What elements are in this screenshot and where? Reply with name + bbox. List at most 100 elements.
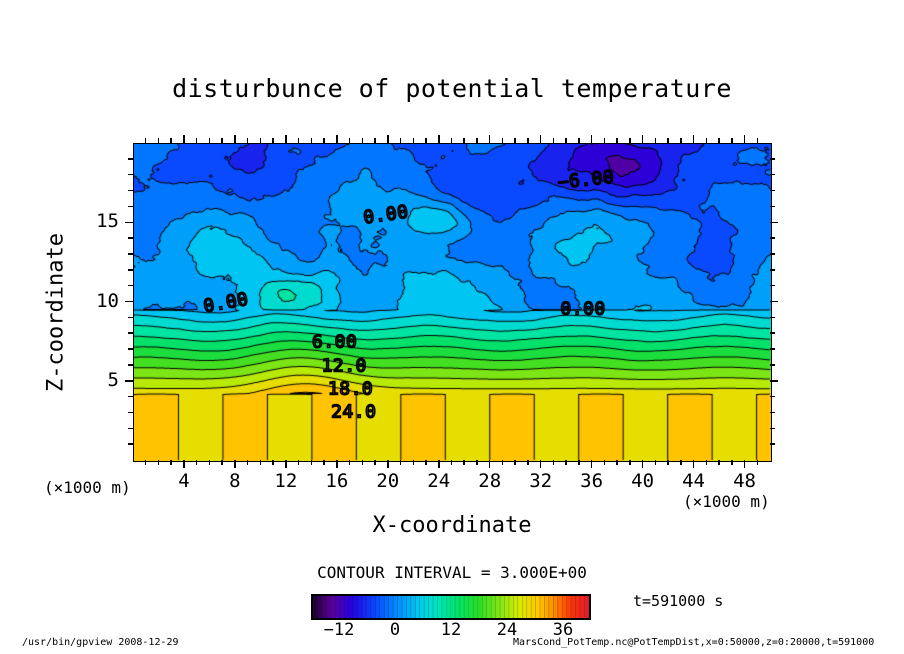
- x-axis-tick-label: 24: [427, 470, 451, 492]
- x-axis-tick: [578, 460, 580, 465]
- x-axis-tick-label: 32: [529, 470, 553, 492]
- x-axis-tick: [552, 460, 555, 465]
- x-axis-tick: [157, 460, 160, 465]
- x-axis-tick: [514, 138, 516, 143]
- x-axis-tick: [310, 138, 313, 143]
- x-axis-tick: [259, 138, 262, 143]
- x-axis-tick: [731, 460, 733, 465]
- time-label: t=591000 s: [633, 592, 724, 610]
- y-axis-tick: [125, 221, 133, 223]
- x-axis-tick: [539, 135, 542, 143]
- x-axis-tick: [438, 135, 440, 143]
- y-axis-tick: [128, 253, 133, 255]
- y-axis-tick: [770, 269, 775, 271]
- y-axis-tick: [128, 395, 133, 398]
- x-axis-tick: [578, 138, 580, 143]
- x-axis-tick: [718, 460, 720, 465]
- x-axis-tick: [336, 460, 338, 468]
- x-axis-tick: [590, 135, 593, 143]
- x-axis-tick: [590, 460, 593, 468]
- y-axis-tick: [128, 427, 133, 430]
- y-axis-tick: [770, 158, 775, 160]
- x-axis-tick: [323, 138, 325, 143]
- x-axis-tick: [361, 138, 364, 143]
- x-axis-tick: [246, 460, 249, 465]
- y-axis-tick: [770, 316, 775, 319]
- x-axis-tick: [501, 460, 504, 465]
- x-axis-tick: [144, 460, 147, 465]
- x-axis-tick: [654, 460, 657, 465]
- y-axis-tick-label: 5: [107, 368, 119, 391]
- x-axis-tick: [488, 135, 491, 143]
- x-axis-tick-label: 40: [631, 470, 655, 492]
- x-axis-tick: [183, 460, 185, 468]
- y-axis-tick: [770, 364, 775, 366]
- x-axis-tick: [514, 460, 516, 465]
- y-axis-tick: [128, 284, 133, 287]
- y-axis-tick: [128, 173, 133, 176]
- x-axis-tick: [667, 460, 669, 465]
- contour-field-canvas: [134, 144, 771, 461]
- x-axis-tick: [450, 138, 453, 143]
- x-axis-tick-label: 12: [274, 470, 298, 492]
- colorbar-tick-label: 12: [440, 620, 462, 640]
- x-axis-tick: [425, 138, 427, 143]
- x-axis-tick: [387, 460, 389, 468]
- y-axis-tick: [128, 316, 133, 319]
- x-axis-tick: [195, 138, 198, 143]
- contour-plot-panel: −6.00 0.00 0.00 0.00 6.00 12.0 18.0 24.0: [133, 143, 772, 462]
- footer-command: /usr/bin/gpview 2008-12-29: [22, 637, 179, 648]
- x-axis-tick: [552, 138, 555, 143]
- x-axis-tick: [501, 138, 504, 143]
- x-axis-tick: [539, 460, 542, 468]
- x-axis-tick: [718, 138, 720, 143]
- x-axis-tick-label: 44: [682, 470, 705, 492]
- colorbar-tick-label: 24: [496, 620, 518, 640]
- y-axis-tick: [128, 158, 133, 160]
- x-axis-tick-label: 16: [325, 470, 349, 492]
- x-axis-tick: [208, 460, 211, 465]
- x-axis-tick: [259, 460, 262, 465]
- contour-label: 18.0: [327, 377, 374, 400]
- x-axis-tick: [565, 460, 567, 465]
- x-axis-unit-left: (×1000 m): [44, 478, 131, 497]
- y-axis-tick: [770, 237, 775, 239]
- x-axis-tick: [731, 138, 733, 143]
- colorbar-tick-label: −12: [323, 620, 355, 640]
- x-axis-tick: [348, 460, 351, 465]
- x-axis-tick: [476, 138, 478, 143]
- y-axis-tick: [770, 380, 778, 382]
- x-axis-tick: [616, 460, 618, 465]
- x-axis-tick: [705, 460, 708, 465]
- y-axis-tick: [770, 411, 775, 414]
- y-axis-tick: [770, 395, 775, 398]
- x-axis-tick: [208, 138, 211, 143]
- y-axis-tick: [770, 443, 775, 445]
- x-axis-tick: [374, 138, 376, 143]
- y-axis-tick: [128, 364, 133, 366]
- y-axis-tick: [770, 300, 778, 303]
- colorbar-tick-label: 36: [552, 620, 574, 640]
- x-axis-tick-label: 36: [580, 470, 604, 492]
- x-axis-tick: [603, 460, 606, 465]
- x-axis-tick: [348, 138, 351, 143]
- colorbar-gradient: [313, 596, 589, 618]
- x-axis-tick: [756, 138, 758, 143]
- x-axis-tick: [234, 135, 236, 143]
- x-axis-tick: [680, 138, 682, 143]
- y-axis-tick: [770, 221, 778, 223]
- x-axis-tick: [361, 460, 364, 465]
- y-axis-tick: [128, 411, 133, 414]
- contour-label: 6.00: [311, 331, 358, 354]
- x-axis-tick: [667, 138, 669, 143]
- x-axis-tick: [195, 460, 198, 465]
- x-axis-tick: [374, 460, 376, 465]
- x-axis-unit-right: (×1000 m): [683, 492, 770, 511]
- x-axis-tick: [527, 138, 529, 143]
- y-axis-tick: [770, 173, 775, 176]
- x-axis-tick: [705, 138, 708, 143]
- x-axis-tick: [603, 138, 606, 143]
- x-axis-title: X-coordinate: [372, 513, 532, 538]
- contour-interval-label: CONTOUR INTERVAL = 3.000E+00: [317, 563, 587, 582]
- y-axis-tick: [128, 269, 133, 271]
